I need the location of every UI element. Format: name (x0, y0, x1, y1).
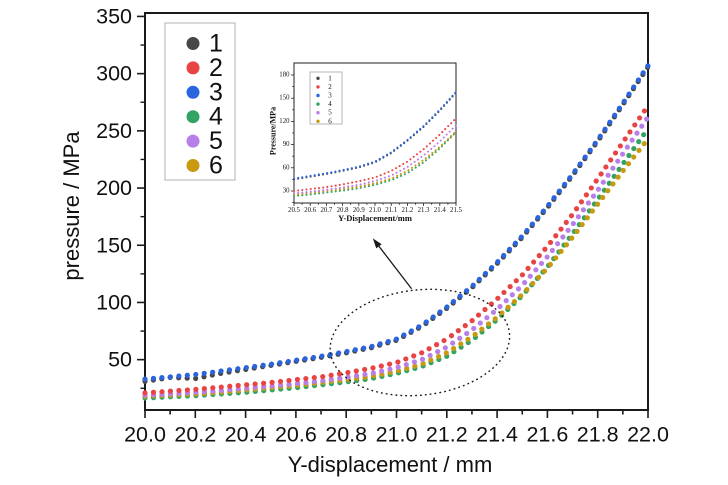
svg-text:21.5: 21.5 (450, 207, 462, 214)
svg-text:300: 300 (96, 62, 132, 86)
zoom-region-ellipse (329, 288, 511, 397)
svg-text:100: 100 (96, 290, 132, 314)
svg-text:60: 60 (283, 164, 290, 171)
legend-marker-6 (186, 159, 200, 172)
svg-text:30: 30 (283, 188, 290, 195)
svg-text:21.6: 21.6 (526, 423, 568, 447)
legend-label-1: 1 (209, 30, 223, 58)
svg-text:350: 350 (96, 4, 132, 28)
svg-text:21.0: 21.0 (369, 207, 381, 214)
arrowhead-icon (372, 238, 382, 249)
svg-text:3: 3 (328, 92, 332, 100)
svg-text:4: 4 (328, 100, 332, 108)
y-axis-ticks: 50 100 150 200 250 300 350 (96, 4, 145, 389)
svg-text:50: 50 (108, 348, 132, 372)
svg-text:21.0: 21.0 (376, 423, 418, 447)
svg-text:20.6: 20.6 (304, 207, 316, 214)
series-3-dots (292, 91, 457, 180)
legend-label-6: 6 (209, 152, 223, 180)
x-axis-label: Y-displacement / mm (287, 452, 493, 477)
inset-chart: 20.5 20.6 20.7 20.8 20.9 21.0 21.1 21.2 21.3 21.4… (279, 62, 463, 214)
legend-label-2: 2 (209, 54, 223, 82)
svg-text:20.8: 20.8 (337, 207, 349, 214)
y-axis-label: pressure / MPa (59, 131, 84, 281)
inset-series (292, 91, 457, 198)
svg-text:20.5: 20.5 (288, 207, 300, 214)
svg-text:21.3: 21.3 (418, 207, 430, 214)
x-axis-ticks: 20.0 20.2 20.4 20.6 20.8 21.0 21.2 21.4 21.6 21.8… (124, 410, 669, 447)
zoom-arrow (372, 238, 413, 290)
svg-text:90: 90 (283, 141, 290, 148)
inset-y-axis-label: Pressure/MPa (268, 106, 278, 156)
svg-text:21.2: 21.2 (401, 207, 413, 214)
inset-x-axis-label: Y-Displacement/mm (338, 213, 412, 223)
svg-text:200: 200 (96, 176, 132, 200)
svg-text:2: 2 (328, 83, 332, 91)
legend-marker-5 (186, 134, 200, 148)
svg-text:20.9: 20.9 (353, 207, 365, 214)
svg-text:20.6: 20.6 (275, 423, 317, 447)
series-5-dots (292, 124, 457, 195)
legend-marker-4 (186, 110, 200, 124)
main-series (142, 63, 651, 401)
svg-text:20.8: 20.8 (325, 423, 367, 447)
legend-label-5: 5 (209, 127, 223, 155)
svg-text:250: 250 (96, 119, 132, 143)
svg-text:150: 150 (279, 95, 290, 102)
legend-marker-1 (186, 37, 200, 50)
svg-text:6: 6 (328, 117, 332, 125)
series-3-dots (142, 63, 651, 382)
svg-text:5: 5 (328, 109, 332, 117)
svg-text:21.4: 21.4 (434, 207, 446, 214)
svg-text:1: 1 (328, 74, 332, 82)
inset-x-axis-ticks: 20.5 20.6 20.7 20.8 20.9 21.0 21.1 21.2 21.3 21.4… (288, 203, 463, 214)
svg-text:20.0: 20.0 (124, 423, 166, 447)
svg-text:20.7: 20.7 (320, 207, 332, 214)
series-2-dots (292, 119, 456, 193)
legend-marker-2 (186, 61, 200, 75)
svg-text:180: 180 (279, 72, 290, 79)
svg-text:22.0: 22.0 (627, 423, 669, 447)
svg-text:20.2: 20.2 (174, 423, 216, 447)
inset-y-axis-ticks: 30 60 90 120 150 180 (279, 72, 294, 203)
svg-text:20.4: 20.4 (225, 423, 267, 447)
series-2-dots (142, 108, 647, 396)
svg-text:21.1: 21.1 (385, 207, 397, 214)
svg-text:21.4: 21.4 (476, 423, 518, 447)
legend-label-3: 3 (209, 78, 223, 106)
legend-label-4: 4 (209, 103, 223, 131)
svg-text:21.8: 21.8 (577, 423, 619, 447)
svg-text:21.2: 21.2 (426, 423, 468, 447)
legend-marker-3 (186, 85, 200, 99)
svg-text:150: 150 (96, 233, 132, 257)
svg-text:120: 120 (279, 118, 290, 125)
